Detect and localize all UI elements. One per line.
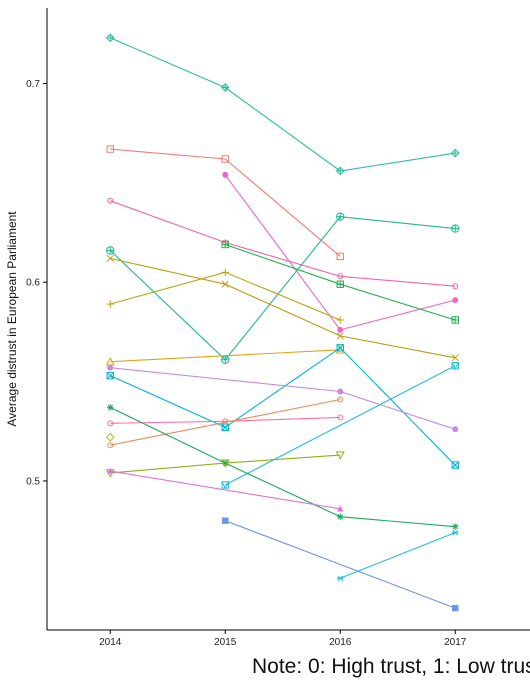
data-point (221, 240, 229, 249)
data-point (335, 166, 345, 176)
data-point (105, 432, 115, 442)
data-point (106, 371, 114, 380)
data-point (220, 83, 230, 92)
data-point (336, 212, 345, 221)
series-line (110, 148, 341, 257)
series-line (110, 470, 341, 510)
series-line (224, 365, 456, 486)
data-point (221, 155, 229, 163)
data-point (452, 426, 459, 433)
series-line (109, 406, 456, 528)
data-point (337, 414, 344, 421)
data-point (451, 361, 459, 371)
series-line (110, 257, 456, 359)
data-point (337, 513, 344, 520)
data-point (221, 355, 230, 364)
data-point (106, 300, 114, 308)
x-tick-label: 2014 (99, 637, 122, 648)
y-tick-label: 0.6 (26, 278, 40, 289)
data-point (106, 254, 114, 262)
series-line (110, 271, 341, 321)
y-tick-label: 0.7 (26, 79, 40, 90)
data-point (452, 523, 459, 530)
series-line (109, 216, 456, 361)
data-point (221, 268, 229, 277)
data-point (107, 197, 114, 204)
data-point (452, 604, 459, 612)
data-point (221, 481, 229, 490)
data-point (220, 459, 230, 468)
series-line (110, 398, 341, 446)
data-point (106, 246, 115, 255)
data-point (451, 316, 459, 324)
data-point (222, 171, 229, 178)
data-point (221, 423, 229, 432)
data-point (452, 529, 459, 536)
series-line (109, 37, 456, 172)
y-axis-title: Average distrust in European Parliament (5, 211, 19, 427)
data-point (337, 396, 344, 403)
data-point (336, 316, 344, 324)
data-point (107, 467, 114, 474)
x-tick-label: 2017 (444, 637, 467, 648)
series-line (109, 347, 456, 466)
data-point (107, 420, 114, 427)
data-point (107, 364, 114, 371)
data-point (222, 517, 229, 524)
note-text: Note: 0: High trust, 1: Low trust (252, 655, 530, 678)
data-point (336, 332, 344, 340)
data-point (337, 388, 344, 395)
data-point (105, 33, 115, 43)
x-tick-label: 2015 (214, 637, 237, 648)
series-line (225, 520, 456, 609)
series-line (339, 532, 456, 579)
data-point (107, 404, 114, 411)
data-point (451, 461, 459, 469)
data-point (452, 283, 459, 290)
data-point (451, 354, 459, 362)
data-point (337, 575, 344, 582)
data-point (452, 297, 459, 304)
series-line (110, 416, 341, 424)
data-point (337, 326, 344, 333)
data-point (336, 252, 344, 261)
data-point (337, 273, 344, 280)
data-point (450, 148, 460, 158)
data-point (336, 280, 344, 288)
data-point (337, 505, 344, 512)
x-tick-label: 2016 (329, 637, 352, 648)
data-point (335, 451, 345, 460)
data-point (222, 418, 229, 425)
series-line (110, 200, 456, 287)
data-point (106, 145, 114, 153)
data-point (336, 344, 344, 352)
y-tick-label: 0.5 (26, 476, 40, 487)
data-point (451, 224, 460, 233)
data-point (221, 280, 229, 288)
data-point (107, 442, 114, 449)
